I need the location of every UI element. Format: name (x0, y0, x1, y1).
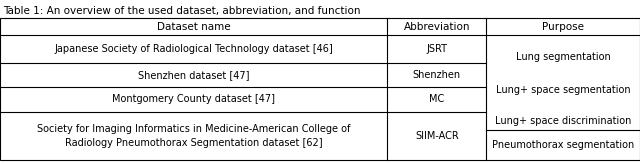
Text: Japanese Society of Radiological Technology dataset [46]: Japanese Society of Radiological Technol… (54, 44, 333, 54)
Text: Shenzhen dataset [47]: Shenzhen dataset [47] (138, 70, 250, 80)
Text: Society for Imaging Informatics in Medicine-American College of
Radiology Pneumo: Society for Imaging Informatics in Medic… (37, 124, 350, 148)
Text: Lung segmentation

Lung+ space segmentation: Lung segmentation Lung+ space segmentati… (496, 52, 630, 95)
Text: Pneumothorax segmentation: Pneumothorax segmentation (492, 140, 634, 150)
Text: Shenzhen: Shenzhen (413, 70, 461, 80)
Text: Purpose: Purpose (542, 21, 584, 31)
Text: Table 1: An overview of the used dataset, abbreviation, and function: Table 1: An overview of the used dataset… (3, 6, 360, 16)
Text: Abbreviation: Abbreviation (404, 21, 470, 31)
Text: Montgomery County dataset [47]: Montgomery County dataset [47] (112, 94, 275, 104)
Text: JSRT: JSRT (426, 44, 447, 54)
Bar (0, 18, 640, 160)
Text: SIIM-ACR: SIIM-ACR (415, 131, 459, 141)
Text: Dataset name: Dataset name (157, 21, 230, 31)
Text: MC: MC (429, 94, 444, 104)
Text: Lung+ space discrimination: Lung+ space discrimination (495, 116, 632, 126)
